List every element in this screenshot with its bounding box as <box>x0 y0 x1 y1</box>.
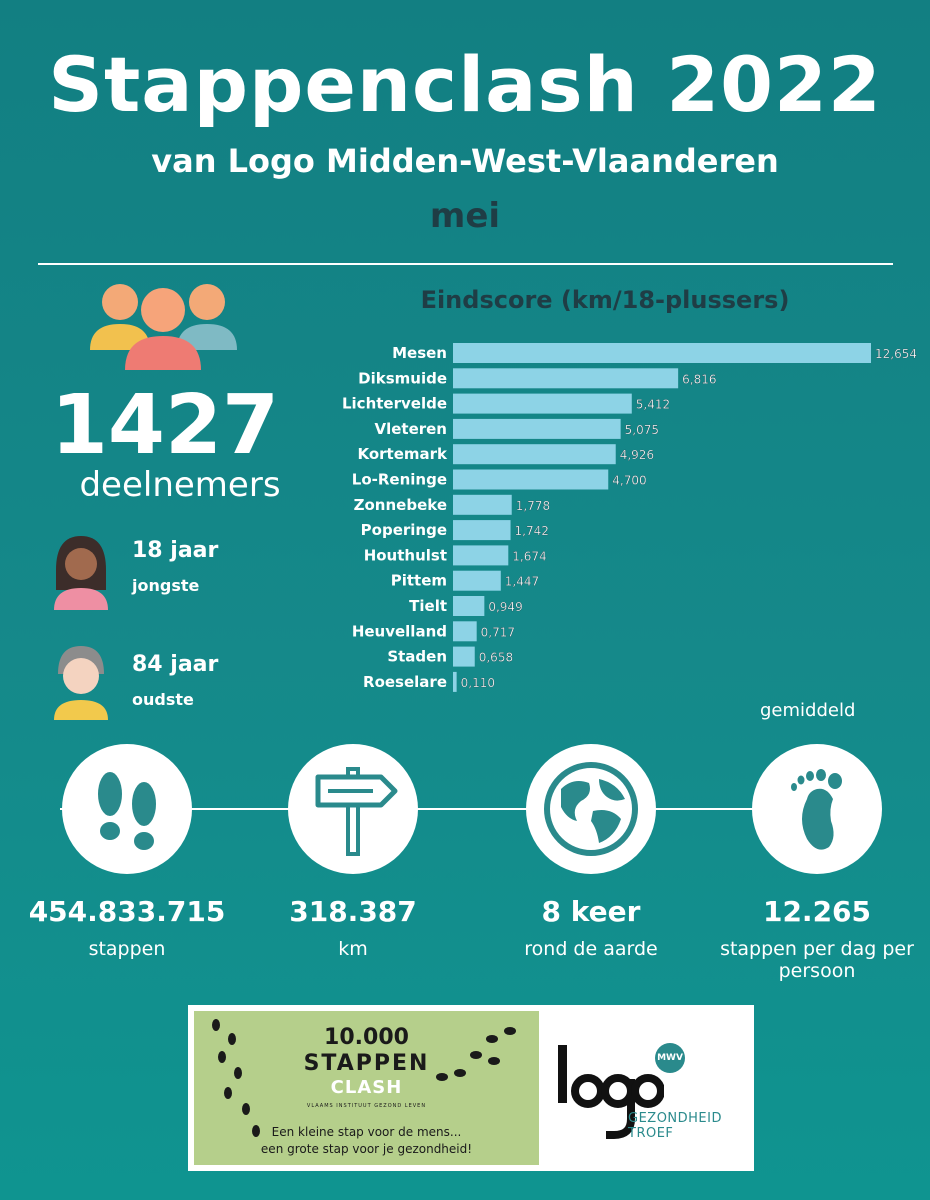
stat-value-km: 318.387 <box>289 895 417 928</box>
chart-title: Eindscore (km/18-plussers) <box>420 286 790 314</box>
campaign-slogan-line1: Een kleine stap voor de mens... <box>271 1125 462 1139</box>
page-subtitle: van Logo Midden-West-Vlaanderen <box>151 142 779 180</box>
chart-note: gemiddeld <box>760 700 856 721</box>
bar <box>453 596 485 616</box>
logo-badge: MWV <box>655 1043 685 1073</box>
category-label: Zonnebeke <box>354 496 447 514</box>
category-label: Pittem <box>391 572 447 590</box>
category-label: Poperinge <box>361 521 447 539</box>
category-label: Diksmuide <box>358 369 447 387</box>
stat-value-earth: 8 keer <box>541 895 641 928</box>
data-label: 1,778 <box>516 499 550 513</box>
globe-icon <box>544 762 638 856</box>
campaign-logo: 10.000 STAPPEN CLASH VLAAMS INSTITUUT GE… <box>194 1011 539 1165</box>
bar <box>453 393 632 414</box>
category-label: Lichtervelde <box>342 395 447 413</box>
bar <box>453 671 457 692</box>
bar-chart: Mesen 12,654 Diksmuide 6,816 Lichtervelde 5,4… <box>342 343 917 692</box>
campaign-title-clash: CLASH <box>330 1077 403 1098</box>
stat-value-per-day: 12.265 <box>762 895 872 928</box>
bar <box>453 545 509 566</box>
stat-label-earth: rond de aarde <box>524 938 658 960</box>
bar <box>453 494 512 515</box>
data-label: 1,742 <box>515 524 549 538</box>
participant-count-label: deelnemers <box>79 465 281 505</box>
stat-circle-per-day <box>752 744 882 874</box>
participant-count: 1427 <box>50 378 280 473</box>
footprints-icon <box>98 772 156 850</box>
people-group-icon <box>90 284 237 370</box>
bar <box>453 646 475 667</box>
bar <box>453 570 501 591</box>
stat-label-steps: stappen <box>88 938 166 960</box>
category-label: Tielt <box>409 597 447 615</box>
foot-icon <box>791 769 842 850</box>
oldest-person-icon <box>54 646 108 720</box>
stat-label-km: km <box>338 938 368 960</box>
stat-circle-steps <box>62 744 192 874</box>
data-label: 0,658 <box>479 651 513 665</box>
category-label: Heuvelland <box>352 622 447 640</box>
data-label: 4,700 <box>612 474 646 488</box>
signpost-icon <box>315 767 398 856</box>
data-label: 4,926 <box>620 448 654 462</box>
logo-gezondheid: MWV GEZONDHEID TROEF <box>548 1011 748 1165</box>
stat-circle-km <box>288 744 418 874</box>
footsteps-decoration-icon <box>212 1019 516 1137</box>
youngest-person-icon <box>54 536 108 610</box>
header-divider <box>38 263 893 265</box>
stat-label-per-day: stappen per dag per persoon <box>720 938 914 982</box>
oldest-age: 84 jaar <box>132 652 219 677</box>
youngest-age: 18 jaar <box>132 538 219 563</box>
data-label: 5,075 <box>625 423 659 437</box>
bar <box>453 444 616 465</box>
category-label: Staden <box>387 648 447 666</box>
data-label: 1,447 <box>505 575 539 589</box>
campaign-slogan-line2: een grote stap voor je gezondheid! <box>260 1142 473 1156</box>
bar <box>453 418 621 439</box>
bar <box>453 520 511 541</box>
data-label: 0,949 <box>488 600 522 614</box>
data-label: 1,674 <box>512 549 546 563</box>
bar <box>453 343 871 363</box>
stats-connector-line <box>60 808 830 810</box>
logo-subtitle-1: GEZONDHEID <box>628 1111 722 1126</box>
logo-subtitle-2: TROEF <box>628 1126 674 1141</box>
category-label: Lo-Reninge <box>352 471 447 489</box>
data-label: 0,717 <box>481 625 515 639</box>
data-label: 12,654 <box>875 347 917 361</box>
category-label: Houthulst <box>364 546 447 564</box>
campaign-organization: VLAAMS INSTITUUT GEZOND LEVEN <box>306 1103 427 1109</box>
bar <box>453 368 679 389</box>
bar <box>453 469 609 490</box>
oldest-label: oudste <box>132 690 194 709</box>
logo-wordmark-icon <box>558 1045 664 1139</box>
stat-circle-earth <box>526 744 656 874</box>
stat-value-steps: 454.833.715 <box>28 895 226 928</box>
partner-banner: 10.000 STAPPEN CLASH VLAAMS INSTITUUT GE… <box>188 1005 754 1171</box>
bar <box>453 621 477 642</box>
category-label: Roeselare <box>363 673 447 691</box>
data-label: 5,412 <box>636 398 670 412</box>
data-label: 6,816 <box>682 372 716 386</box>
category-label: Mesen <box>392 344 447 362</box>
campaign-title-steps: STAPPEN <box>303 1051 430 1076</box>
month-label: mei <box>429 196 501 236</box>
page-title: Stappenclash 2022 <box>48 40 882 129</box>
youngest-label: jongste <box>132 576 200 595</box>
data-label: 0,110 <box>461 676 495 690</box>
category-label: Vleteren <box>374 420 447 438</box>
category-label: Kortemark <box>357 445 448 463</box>
campaign-title-number: 10.000 <box>324 1025 409 1050</box>
